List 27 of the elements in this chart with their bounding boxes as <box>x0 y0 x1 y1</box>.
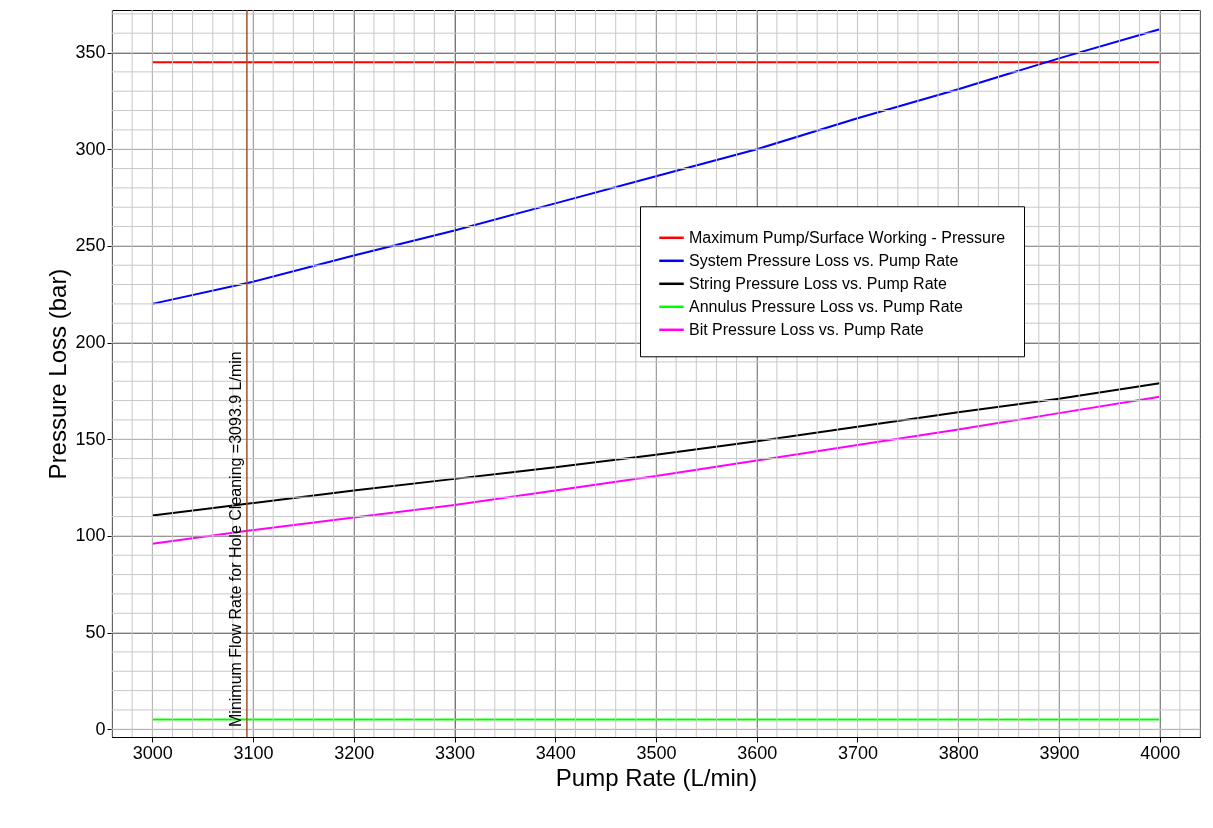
y-tick-label: 250 <box>75 235 106 256</box>
legend-label: Bit Pressure Loss vs. Pump Rate <box>689 320 924 338</box>
y-axis-title: Pressure Loss (bar) <box>44 268 72 480</box>
y-tick-label: 300 <box>75 138 106 159</box>
x-tick-label: 4000 <box>1140 742 1181 763</box>
y-tick-label: 150 <box>75 428 106 449</box>
x-axis-title: Pump Rate (L/min) <box>555 763 758 791</box>
ref-line-label: Minimum Flow Rate for Hole Cleaning =3093.9 L/min <box>226 351 244 727</box>
x-tick-label: 3300 <box>435 742 476 763</box>
x-tick-label: 3100 <box>233 742 274 763</box>
x-tick-label: 3800 <box>938 742 979 763</box>
y-tick-label: 50 <box>85 622 106 643</box>
x-tick-label: 3600 <box>737 742 778 763</box>
y-tick-label: 100 <box>75 525 106 546</box>
legend-label: String Pressure Loss vs. Pump Rate <box>689 274 947 292</box>
legend-label: System Pressure Loss vs. Pump Rate <box>689 251 959 269</box>
y-tick-label: 200 <box>75 332 106 353</box>
y-tick-label: 0 <box>95 718 106 739</box>
x-tick-label: 3400 <box>535 742 576 763</box>
y-tick-label: 350 <box>75 42 106 63</box>
legend-label: Maximum Pump/Surface Working - Pressure <box>689 228 1006 246</box>
x-tick-label: 3200 <box>334 742 375 763</box>
x-tick-label: 3700 <box>837 742 878 763</box>
legend-label: Annulus Pressure Loss vs. Pump Rate <box>689 297 964 315</box>
x-tick-label: 3500 <box>636 742 677 763</box>
x-tick-label: 3900 <box>1039 742 1080 763</box>
x-tick-label: 3000 <box>132 742 173 763</box>
